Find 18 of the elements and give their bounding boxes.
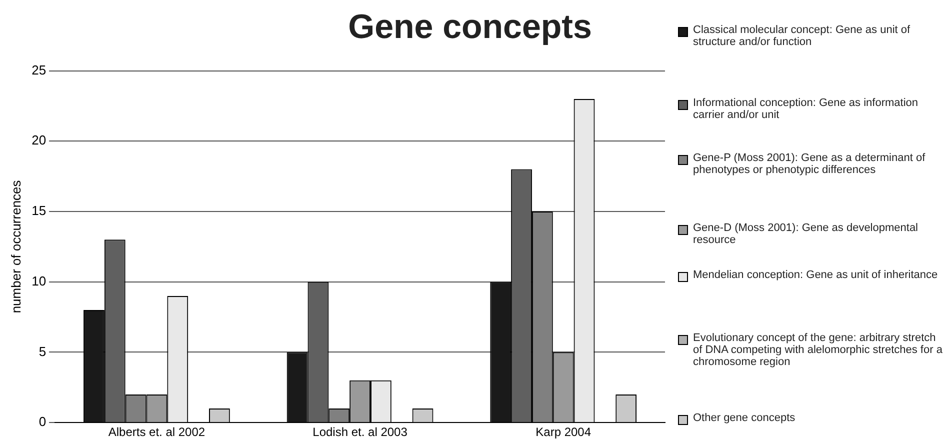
legend-label: Classical molecular concept: Gene as unit of structure and/or function (693, 24, 912, 48)
y-tick-label: 5 (38, 344, 46, 359)
y-tick-label: 25 (32, 62, 46, 78)
x-tick-label: Lodish et. al 2003 (312, 425, 408, 440)
x-tick-label: Karp 2004 (536, 425, 592, 440)
y-tick-label: 20 (32, 132, 46, 148)
legend-label: Mendelian conception: Gene as unit of inheritance (693, 269, 938, 281)
y-tick-label: 0 (38, 414, 46, 430)
x-tick-label: Alberts et. al 2002 (108, 425, 206, 440)
y-tick-label: 10 (32, 273, 46, 288)
legend-label: Other gene concepts (693, 412, 796, 424)
legend-label: Gene-D (Moss 2001): Gene as developmental resource (693, 222, 920, 246)
legend-label: Gene-P (Moss 2001): Gene as a determinant of phenotypes or phenotypic differences (693, 152, 926, 176)
y-axis-title: number of occurrences (8, 180, 24, 314)
chart-title: Gene concepts (347, 8, 593, 47)
legend-label: Evolutionary concept of the gene: arbitrary stretch of DNA competing with alelomorphic stretches for a chromosome region (693, 332, 943, 368)
legend-label: Informational conception: Gene as information carrier and/or unit (693, 97, 920, 121)
y-tick-label: 15 (32, 203, 46, 218)
